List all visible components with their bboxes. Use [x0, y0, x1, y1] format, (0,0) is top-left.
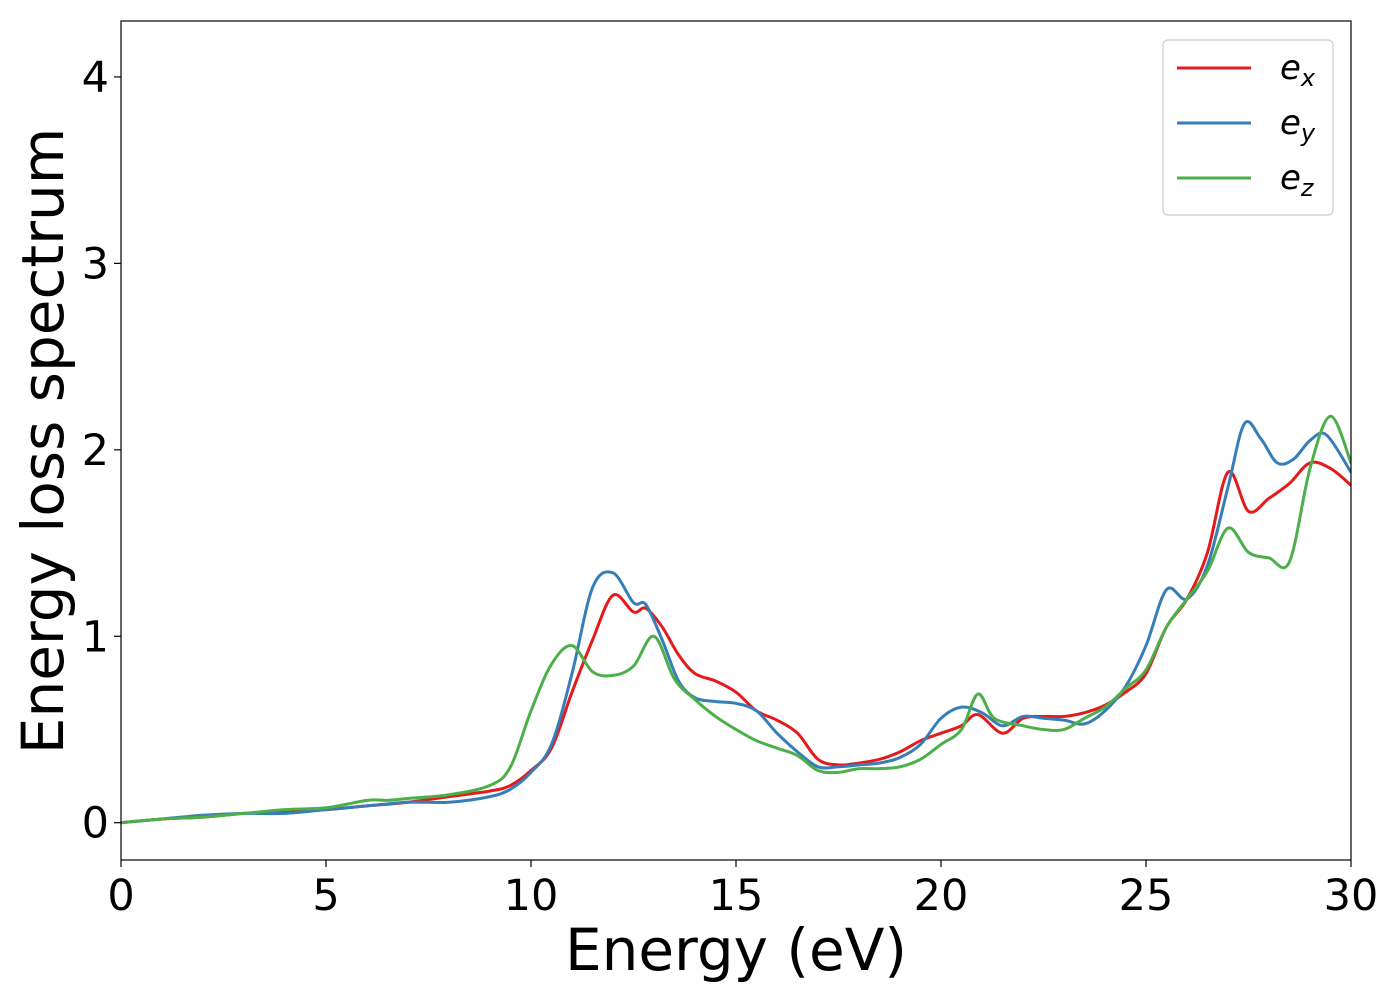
legend-label-ex: ex — [1280, 48, 1316, 92]
y-tick-label: 3 — [82, 239, 109, 289]
axis-ticks: 0 5 10 15 20 25 30 0 1 2 3 4 — [82, 53, 1379, 921]
y-axis-label: Energy loss spectrum — [9, 128, 77, 754]
x-axis-label: Energy (eV) — [565, 916, 907, 984]
legend-box — [1162, 39, 1334, 216]
series-line-ez — [121, 414, 1351, 825]
y-tick-label: 0 — [82, 799, 109, 849]
legend-label-ez: ez — [1280, 158, 1315, 202]
x-tick-label: 15 — [709, 871, 764, 921]
x-tick-label: 5 — [312, 871, 339, 921]
series-lines — [121, 414, 1351, 825]
y-tick-label: 2 — [82, 426, 109, 476]
x-tick-label: 0 — [107, 871, 134, 921]
y-tick-label: 4 — [82, 53, 109, 103]
x-tick-label: 30 — [1324, 871, 1379, 921]
x-tick-label: 25 — [1119, 871, 1174, 921]
legend-label-ey: ey — [1280, 103, 1316, 147]
x-tick-label: 10 — [504, 871, 559, 921]
legend: ex ey ez — [1162, 39, 1334, 216]
x-tick-label: 20 — [914, 871, 969, 921]
plot-area — [120, 20, 1352, 861]
y-tick-label: 1 — [82, 612, 109, 662]
